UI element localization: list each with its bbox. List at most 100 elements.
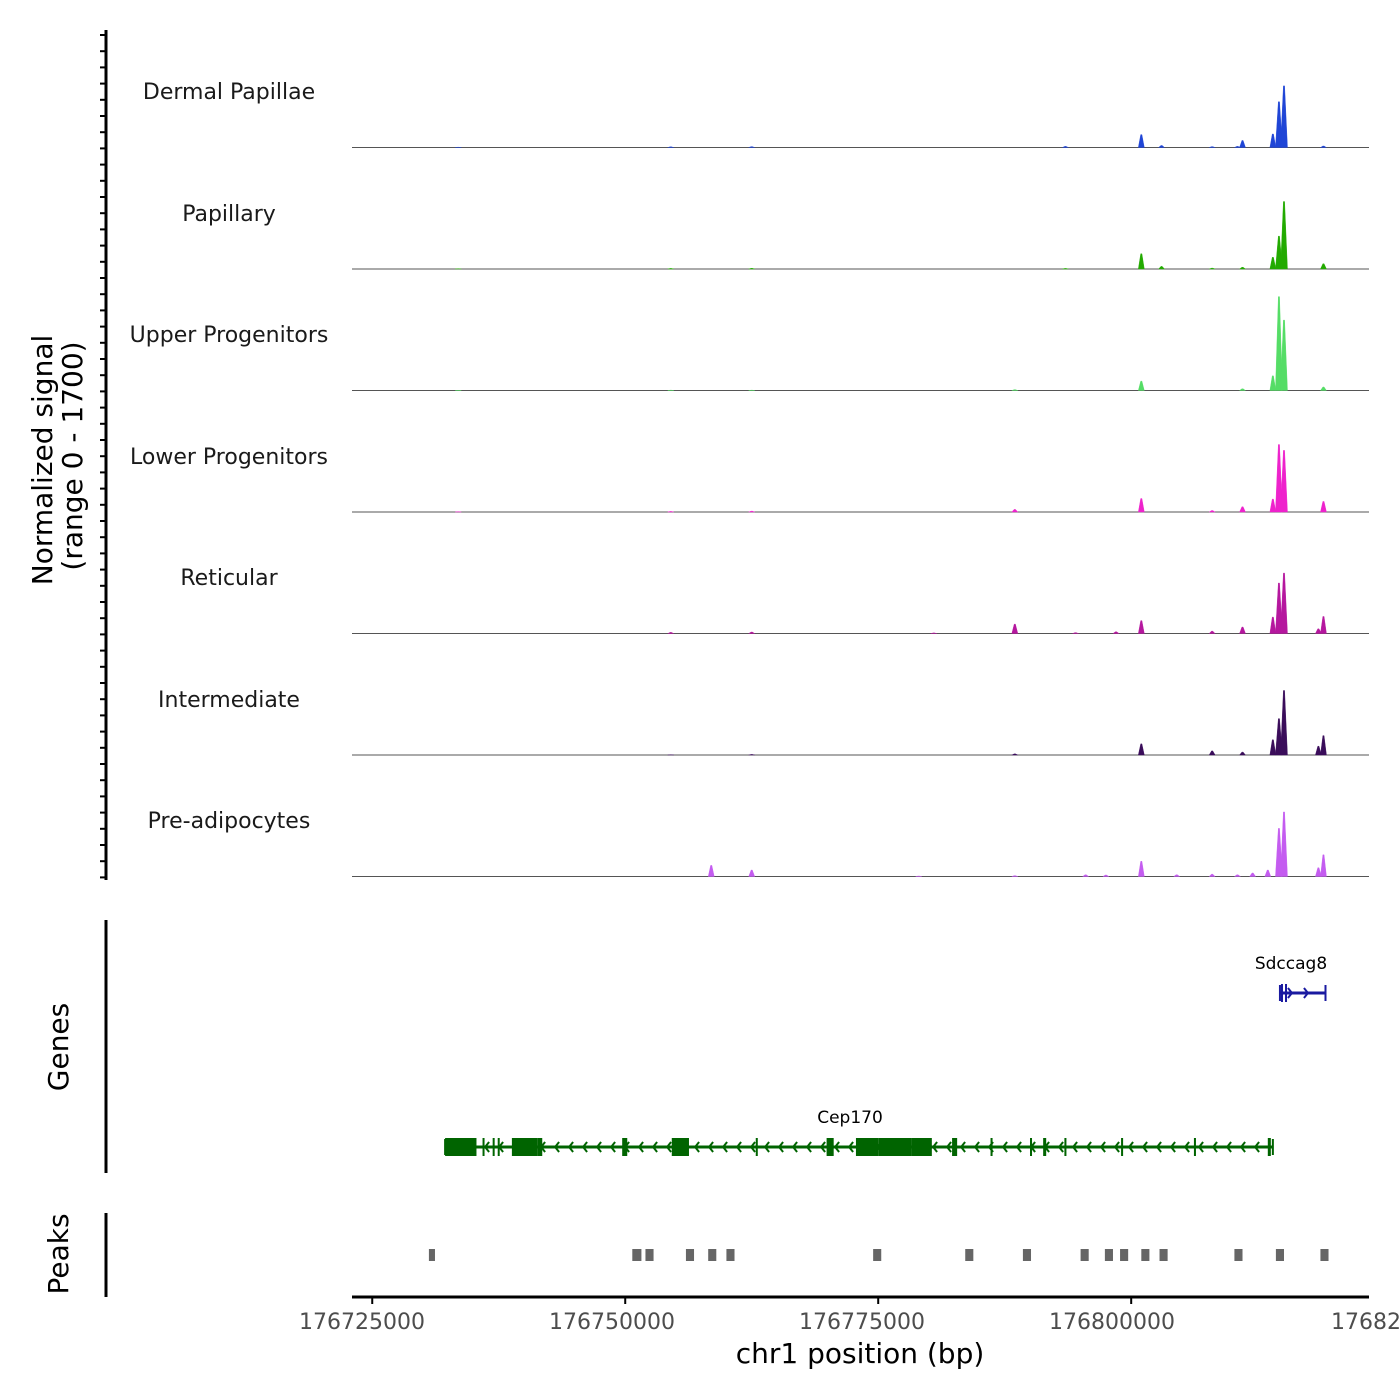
gene-exon [855,1138,879,1156]
signal-peak [1138,861,1145,877]
track-pre-adipocytes [352,811,1369,877]
signal-peak [1280,319,1288,391]
signal-peak [1264,869,1272,877]
signal-peak [748,146,755,148]
signal-peak [1320,616,1327,634]
signal-peak [1208,630,1216,634]
signal-peak [748,754,755,756]
strand-arrow [1141,1141,1148,1153]
strand-arrow [875,1141,882,1153]
track-labels: Dermal Papillae Papillary Upper Progenit… [130,80,329,834]
strand-arrow [805,1141,812,1153]
track-label-dermal-papillae: Dermal Papillae [143,80,315,105]
x-tick-label: 176750000 [549,1310,675,1335]
strand-arrow [679,1141,686,1153]
signal-peak [1275,296,1283,391]
peak-region [1234,1249,1243,1261]
track-reticular [352,572,1369,634]
signal-peak [1315,628,1322,634]
strand-arrow [1057,1141,1064,1153]
signal-peak [1280,690,1288,756]
signal-peak [1138,743,1145,756]
strand-arrow [455,1141,462,1153]
signal-peak [930,632,937,634]
signal-peak [1269,739,1277,756]
signal-peak [1280,201,1288,270]
signal-peak [1275,444,1283,513]
strand-arrow [707,1141,714,1153]
signal-peak [1238,388,1247,391]
strand-arrow [693,1141,700,1153]
signal-peak [1158,266,1166,270]
signal-peak [748,268,755,270]
track-label-lower-progenitors: Lower Progenitors [130,445,328,470]
strand-arrow [469,1141,476,1153]
gene-models: Sdccag8 Cep170 [444,954,1327,1156]
signal-peak [1269,375,1277,391]
signal-peak [1275,718,1283,756]
signal-peak [1138,620,1145,634]
gene-exon [492,1138,495,1156]
peak-region [726,1249,735,1261]
signal-peak [1280,572,1288,634]
signal-peak [1280,811,1288,877]
signal-peak [667,146,674,148]
signal-peak [1320,735,1327,756]
strand-arrow [945,1141,952,1153]
signal-peak [1239,140,1246,148]
strand-arrow [777,1141,784,1153]
gene-exon [537,1138,543,1156]
signal-peak [748,631,756,634]
strand-arrow [637,1141,644,1153]
strand-arrow [595,1141,602,1153]
strand-arrow [1085,1141,1092,1153]
strand-arrow [889,1141,896,1153]
signal-peak [748,510,755,513]
signal-peak [1280,450,1288,513]
signal-peak [1158,145,1166,148]
signal-peak [1138,253,1145,270]
gene-label-sdccag8: Sdccag8 [1255,954,1327,974]
strand-arrow [567,1141,574,1153]
signal-peak [1269,133,1277,148]
signal-peak [1320,386,1327,391]
signal-peak [667,632,674,634]
gene-exon [911,1138,932,1156]
strand-arrow [581,1141,588,1153]
track-label-pre-adipocytes: Pre-adipocytes [148,809,311,834]
gene-exon [755,1138,758,1156]
signal-peak [1062,146,1069,148]
strand-arrow [987,1141,994,1153]
peak-region [873,1249,882,1261]
signal-peak [1269,498,1277,513]
signal-peak [1011,509,1019,513]
strand-arrow [1287,987,1294,999]
strand-arrow [1127,1141,1134,1153]
signal-peak [1233,874,1242,877]
strand-arrow [931,1141,938,1153]
strand-arrow [721,1141,728,1153]
strand-arrow [623,1141,630,1153]
signal-peak [1208,873,1216,877]
y-axis-range-label: (range 0 - 1700) [56,341,89,570]
signal-peak [1062,268,1069,270]
signal-peak [1173,874,1181,877]
signal-peak [1269,257,1277,270]
peak-region [1022,1249,1032,1261]
gene-exon [1285,984,1288,1002]
x-axis-ticks: 176725000 176750000 176775000 176800000 … [299,1297,1400,1335]
signal-peak [1138,134,1145,148]
signal-peak [1275,582,1283,634]
signal-peak [1072,632,1079,634]
signal-peak [1315,867,1322,877]
gene-exon [458,1138,477,1156]
gene-exon [1121,1138,1124,1156]
peak-region [965,1249,974,1261]
signal-peak [1102,874,1110,877]
signal-peak [1239,751,1246,756]
peak-region [685,1249,695,1261]
strand-arrow [973,1141,980,1153]
strand-arrow [1155,1141,1162,1153]
track-label-intermediate: Intermediate [158,688,300,713]
strand-arrow [917,1141,924,1153]
